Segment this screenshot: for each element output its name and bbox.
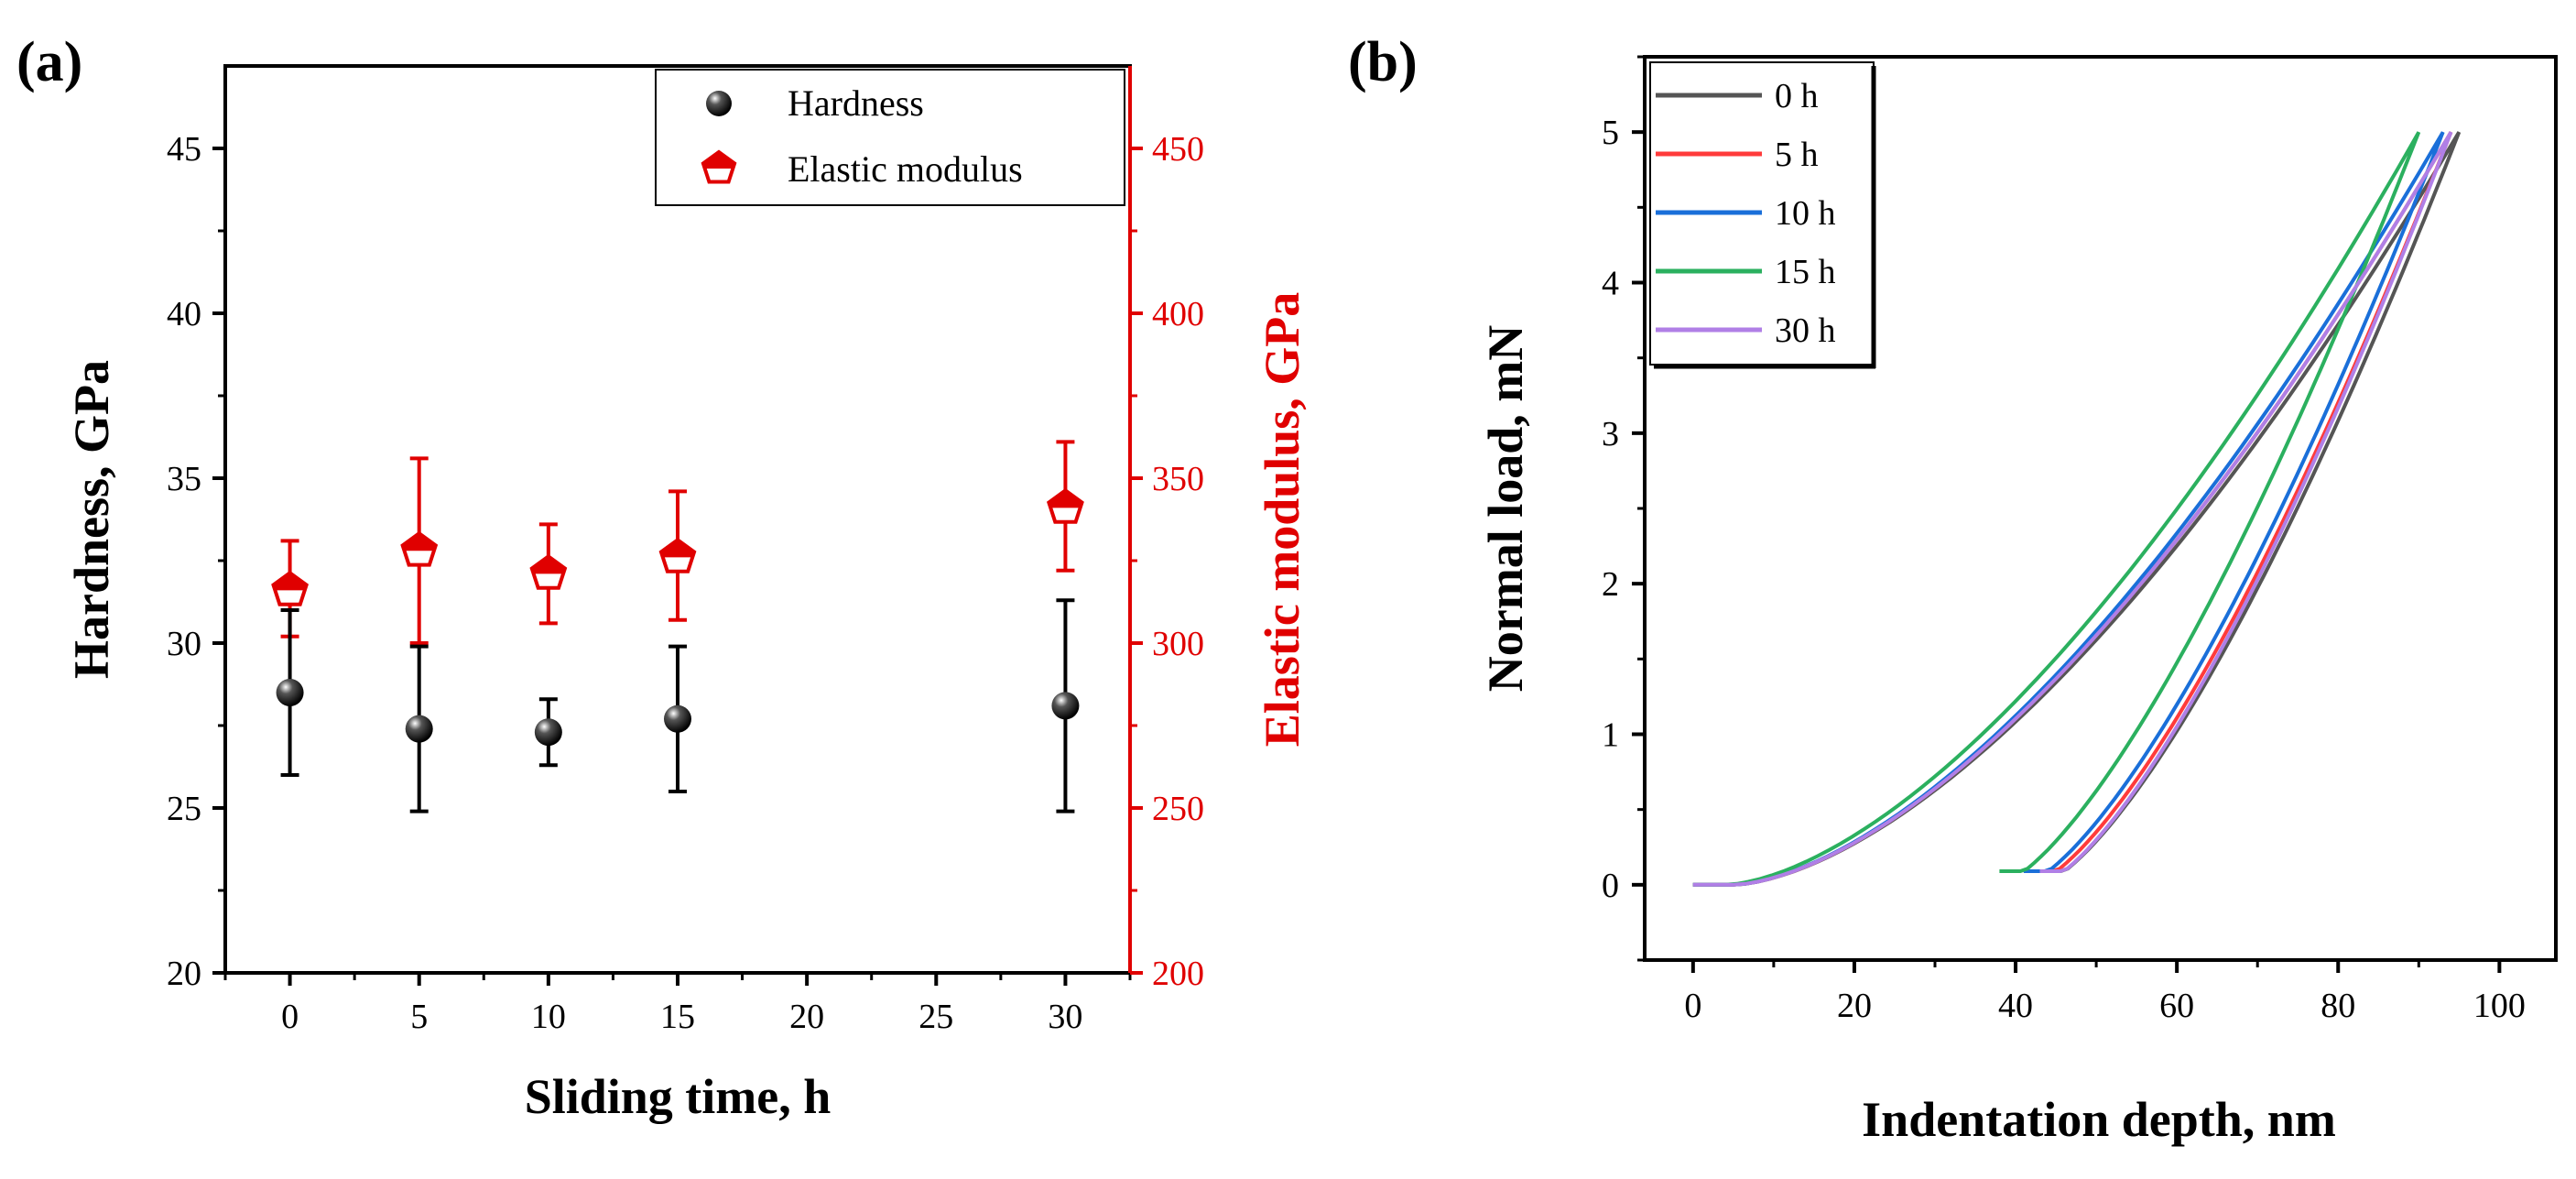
panel-a-legend-box [655,69,1125,206]
panel-a-xtick-label: 25 [918,998,953,1036]
legend-elastic-modulus-marker-fill [702,152,735,169]
panel-a-ytick-label: 45 [167,130,201,169]
panel-a-ytick-label: 35 [167,460,201,498]
panel-b-ytick-label: 3 [1602,415,1619,453]
panel-a-xtick-label: 10 [531,998,566,1036]
panel-b-xtick-label: 60 [2159,987,2194,1025]
panel-b-xtick-label: 80 [2321,987,2355,1025]
panel-a-y2tick-label: 300 [1152,625,1204,663]
panel-b-xtick-label: 100 [2473,987,2526,1025]
hardness-point [664,704,691,733]
legend-hardness-marker [706,91,732,116]
panel-a-xtick-label: 0 [281,998,299,1036]
elastic-modulus-point-fill [531,556,565,574]
series-30h-line [1692,131,2453,887]
panel-a-y2tick-label: 350 [1152,460,1204,498]
legend-30h-label: 30 h [1775,311,1836,350]
panel-a-ytick-label: 40 [167,295,201,333]
panel-b-ytick-label: 2 [1602,565,1619,604]
panel-b: (b) 0 20 40 60 80 100 0 1 2 3 4 5 Indentation depth… [1348,31,2558,1147]
panel-a: (a) 0 5 10 15 20 25 30 20 25 30 35 40 45 200 250 300 350… [16,31,1310,1124]
elastic-modulus-point-fill [402,533,436,551]
legend-hardness-label: Hardness [788,82,924,124]
panel-a-ytick-label: 30 [167,625,201,663]
panel-b-xlabel: Indentation depth, nm [1862,1092,2336,1147]
panel-b-xtick-label: 40 [1998,987,2033,1025]
elastic-modulus-point-fill [1049,490,1082,508]
panel-a-y2tick-label: 400 [1152,295,1204,333]
panel-b-xtick-label: 0 [1684,987,1701,1025]
panel-b-legend: 0 h 5 h 10 h 15 h 30 h [1649,61,1876,369]
panel-b-ytick-label: 0 [1602,867,1619,905]
panel-a-ylabel: Hardness, GPa [64,360,119,679]
hardness-point [276,679,304,706]
panel-a-xlabel: Sliding time, h [525,1069,831,1124]
panel-a-xtick-label: 30 [1048,998,1082,1036]
panel-a-y2tick-label: 200 [1152,955,1204,993]
panel-a-xtick-label: 5 [410,998,428,1036]
panel-a-xtick-label: 20 [789,998,824,1036]
series-15h-line [1692,131,2421,887]
panel-a-y2tick-label: 450 [1152,130,1204,169]
legend-5h-label: 5 h [1775,136,1819,174]
hardness-point [405,715,433,743]
panel-a-ytick-label: 20 [167,955,201,993]
panel-a-legend: Hardness Elastic modulus [655,69,1125,206]
panel-b-ytick-label: 1 [1602,716,1619,755]
elastic-modulus-point-fill [273,573,307,591]
hardness-point [1051,692,1080,720]
panel-b-label: (b) [1348,31,1418,93]
panel-a-y2tick-label: 250 [1152,790,1204,828]
panel-b-ytick-label: 5 [1602,114,1619,152]
legend-0h-label: 0 h [1775,77,1819,115]
panel-a-xtick-label: 15 [660,998,695,1036]
legend-elastic-modulus-label: Elastic modulus [788,148,1023,190]
legend-10h-label: 10 h [1775,194,1836,233]
panel-b-ytick-label: 4 [1602,265,1619,303]
elastic-modulus-point-fill [660,540,695,558]
legend-15h-label: 15 h [1775,253,1836,291]
panel-a-ytick-label: 25 [167,790,201,828]
panel-a-label: (a) [16,31,82,93]
hardness-point [534,718,562,747]
panel-b-xtick-label: 20 [1837,987,1872,1025]
panel-a-y2label: Elastic modulus, GPa [1255,292,1310,748]
panel-b-ylabel: Normal load, mN [1478,325,1533,692]
